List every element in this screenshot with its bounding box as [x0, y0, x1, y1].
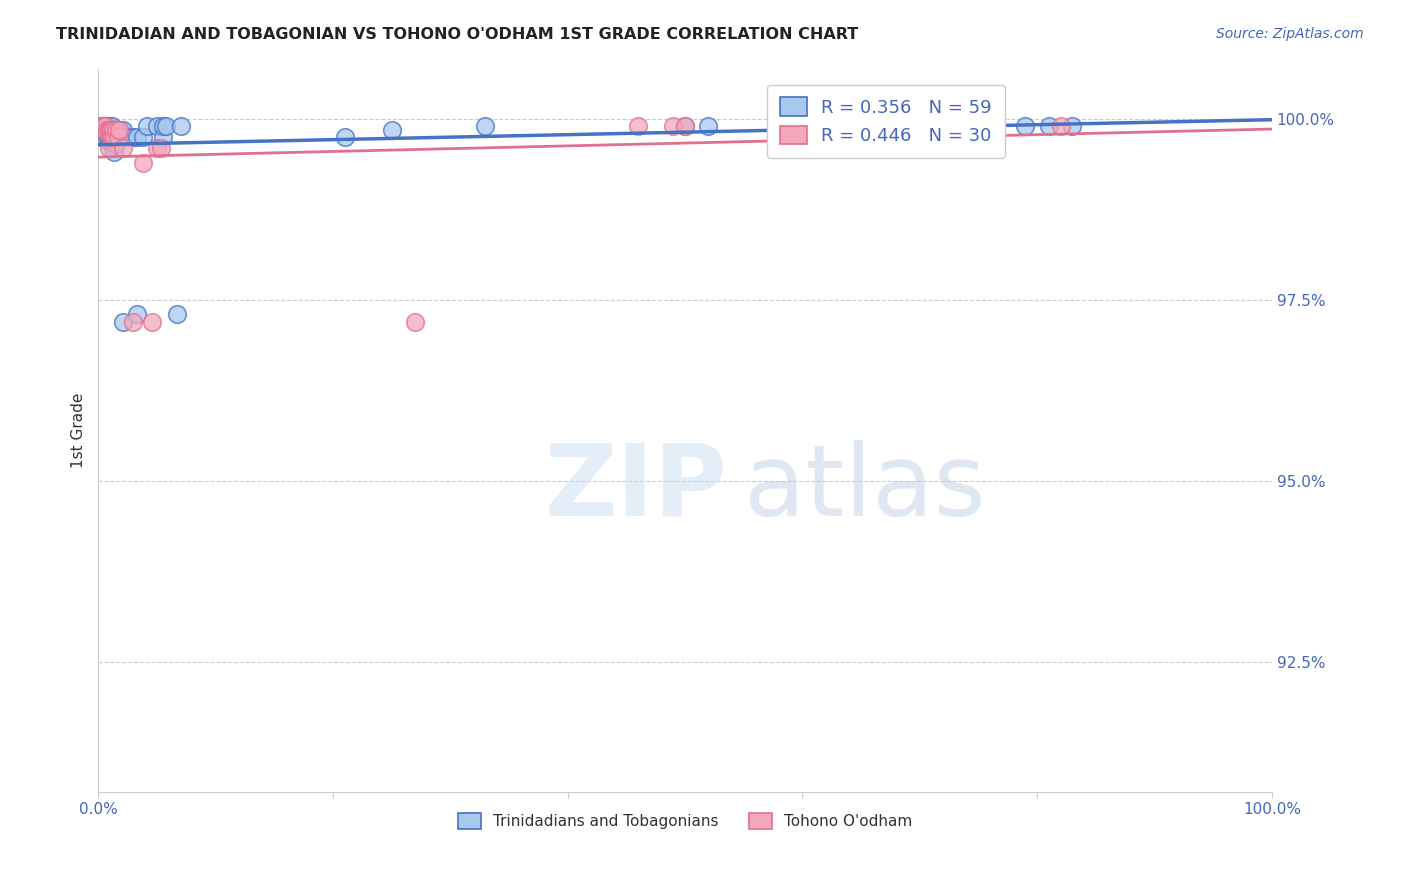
Point [662, 120, 685, 134]
Point [96, 120, 118, 134]
Text: TRINIDADIAN AND TOBAGONIAN VS TOHONO O'ODHAM 1ST GRADE CORRELATION CHART: TRINIDADIAN AND TOBAGONIAN VS TOHONO O'O… [56, 27, 859, 42]
Point [93, 123, 115, 137]
Point [98, 134, 121, 148]
Point [101, 120, 124, 134]
Point [697, 120, 720, 134]
Point [1038, 120, 1060, 134]
Point [98, 123, 121, 137]
Point [111, 123, 134, 137]
Point [89, 120, 111, 134]
Point [100, 123, 122, 137]
Point [104, 137, 127, 152]
Point [111, 130, 134, 145]
Point [100, 130, 122, 145]
Point [93, 120, 115, 134]
Point [122, 315, 145, 329]
Point [170, 120, 193, 134]
Point [90, 130, 112, 145]
Point [1014, 120, 1036, 134]
Point [152, 120, 174, 134]
Point [1062, 120, 1084, 134]
Point [827, 120, 849, 134]
Point [166, 308, 188, 322]
Point [105, 123, 128, 137]
Point [136, 120, 159, 134]
Point [111, 315, 134, 329]
Point [93, 123, 115, 137]
Point [768, 120, 790, 134]
Point [103, 145, 125, 159]
Point [117, 130, 139, 145]
Point [96, 123, 118, 137]
Point [110, 123, 132, 137]
Point [90, 123, 112, 137]
Point [474, 120, 496, 134]
Point [152, 130, 174, 145]
Point [873, 120, 896, 134]
Point [108, 123, 131, 137]
Point [104, 123, 127, 137]
Point [100, 123, 122, 137]
Point [1049, 120, 1071, 134]
Point [108, 130, 131, 145]
Point [103, 123, 125, 137]
Point [404, 315, 426, 329]
Text: atlas: atlas [744, 440, 986, 537]
Point [96, 120, 118, 134]
Point [333, 130, 356, 145]
Point [122, 130, 145, 145]
Point [91, 130, 114, 145]
Point [97, 120, 120, 134]
Point [103, 123, 125, 137]
Point [884, 120, 907, 134]
Text: ZIP: ZIP [544, 440, 727, 537]
Point [96, 123, 118, 137]
Point [104, 123, 127, 137]
Point [380, 123, 402, 137]
Point [779, 120, 801, 134]
Point [145, 120, 167, 134]
Point [103, 130, 125, 145]
Point [111, 141, 134, 155]
Point [979, 120, 1001, 134]
Point [673, 120, 696, 134]
Point [131, 130, 153, 145]
Point [97, 123, 120, 137]
Point [967, 120, 990, 134]
Point [94, 123, 117, 137]
Point [94, 120, 117, 134]
Point [145, 141, 167, 155]
Point [673, 120, 696, 134]
Point [921, 120, 943, 134]
Point [627, 120, 650, 134]
Point [94, 120, 117, 134]
Point [131, 155, 153, 169]
Point [98, 123, 121, 137]
Point [100, 137, 122, 152]
Point [155, 120, 177, 134]
Point [91, 120, 114, 134]
Point [96, 130, 118, 145]
Legend: Trinidadians and Tobagonians, Tohono O'odham: Trinidadians and Tobagonians, Tohono O'o… [451, 806, 918, 835]
Point [103, 123, 125, 137]
Point [150, 141, 173, 155]
Point [141, 315, 163, 329]
Point [89, 120, 111, 134]
Point [97, 141, 120, 155]
Y-axis label: 1st Grade: 1st Grade [72, 392, 86, 468]
Point [101, 130, 124, 145]
Point [91, 120, 114, 134]
Point [100, 130, 122, 145]
Point [107, 130, 129, 145]
Point [97, 130, 120, 145]
Point [103, 137, 125, 152]
Text: Source: ZipAtlas.com: Source: ZipAtlas.com [1216, 27, 1364, 41]
Point [125, 130, 148, 145]
Point [101, 130, 124, 145]
Point [125, 308, 148, 322]
